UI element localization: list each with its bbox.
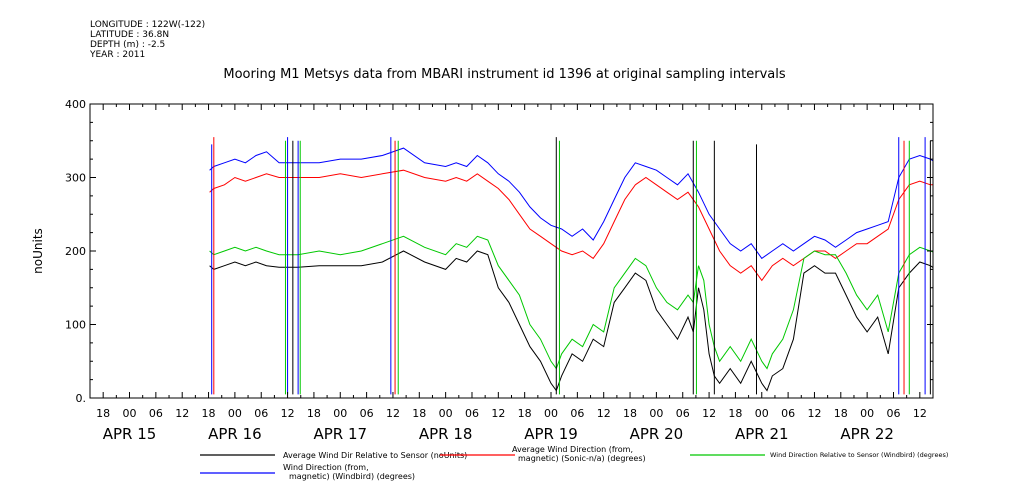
series-line-0 <box>209 250 933 392</box>
x-tick-label: 18 <box>307 407 321 420</box>
y-tick-label: 200 <box>65 245 86 258</box>
chart-title: Mooring M1 Metsys data from MBARI instru… <box>223 67 786 82</box>
x-tick-label: 06 <box>360 407 374 420</box>
x-tick-label: 06 <box>149 407 163 420</box>
metadata-block: LONGITUDE : 122W(-122) LATITUDE : 36.8N … <box>90 20 205 60</box>
x-tick-label: 00 <box>649 407 663 420</box>
legend-label: Wind Direction (from, magnetic) (Windbird… <box>283 463 415 481</box>
latitude-label: LATITUDE : 36.8N <box>90 30 170 40</box>
x-tick-label: 00 <box>439 407 453 420</box>
x-tick-label: 00 <box>228 407 242 420</box>
x-date-label: APR 20 <box>630 425 684 443</box>
x-date-label: APR 19 <box>524 425 578 443</box>
x-tick-label: 12 <box>597 407 611 420</box>
x-tick-label: 18 <box>728 407 742 420</box>
y-tick-label: 0. <box>76 392 87 405</box>
x-tick-label: 12 <box>913 407 927 420</box>
y-tick-label: 400 <box>65 98 86 111</box>
x-axis: 18 00 06 12 18 00 06 12 18 00 06 12 18 00 06 12 18 00 06 12… <box>96 104 934 443</box>
x-tick-label: 18 <box>202 407 216 420</box>
x-date-label: APR 21 <box>735 425 789 443</box>
legend-label: Wind Direction Relative to Sensor (Windb… <box>770 451 948 459</box>
series-layer <box>209 147 933 392</box>
x-tick-label: 06 <box>254 407 268 420</box>
x-tick-label: 18 <box>518 407 532 420</box>
y-tick-label: 100 <box>65 319 86 332</box>
plot-frame <box>89 103 934 399</box>
x-tick-label: 06 <box>886 407 900 420</box>
spike-layer <box>211 137 931 395</box>
x-date-label: APR 22 <box>840 425 894 443</box>
x-tick-label: 06 <box>781 407 795 420</box>
x-tick-label: 06 <box>570 407 584 420</box>
y-axis: 0. 100 200 300 400 <box>65 98 933 405</box>
x-tick-label: 18 <box>96 407 110 420</box>
x-tick-label: 18 <box>834 407 848 420</box>
series-line-2 <box>209 235 933 370</box>
legend-label: Average Wind Dir Relative to Sensor (noU… <box>283 451 467 460</box>
x-tick-label: 12 <box>175 407 189 420</box>
x-tick-label: 00 <box>860 407 874 420</box>
x-tick-label: 12 <box>491 407 505 420</box>
series-line-3 <box>209 147 933 260</box>
legend-label: Average Wind Direction (from, magnetic) (… <box>512 445 646 463</box>
series-line-1 <box>209 169 933 282</box>
y-tick-label: 300 <box>65 172 86 185</box>
x-date-label: APR 18 <box>419 425 473 443</box>
depth-label: DEPTH (m) : -2.5 <box>90 40 166 50</box>
x-tick-label: 12 <box>702 407 716 420</box>
x-tick-label: 12 <box>386 407 400 420</box>
year-label: YEAR : 2011 <box>90 50 146 60</box>
x-tick-label: 00 <box>755 407 769 420</box>
x-date-label: APR 17 <box>313 425 367 443</box>
x-date-label: APR 16 <box>208 425 262 443</box>
x-tick-label: 00 <box>333 407 347 420</box>
longitude-label: LONGITUDE : 122W(-122) <box>90 20 206 30</box>
x-tick-label: 06 <box>465 407 479 420</box>
y-axis-label: noUnits <box>31 228 45 274</box>
x-tick-label: 12 <box>281 407 295 420</box>
x-tick-label: 12 <box>807 407 821 420</box>
x-date-label: APR 15 <box>103 425 157 443</box>
x-tick-label: 18 <box>623 407 637 420</box>
x-tick-label: 00 <box>544 407 558 420</box>
x-tick-label: 06 <box>676 407 690 420</box>
legend: Average Wind Dir Relative to Sensor (noU… <box>200 445 948 481</box>
x-tick-label: 18 <box>412 407 426 420</box>
x-tick-label: 00 <box>123 407 137 420</box>
